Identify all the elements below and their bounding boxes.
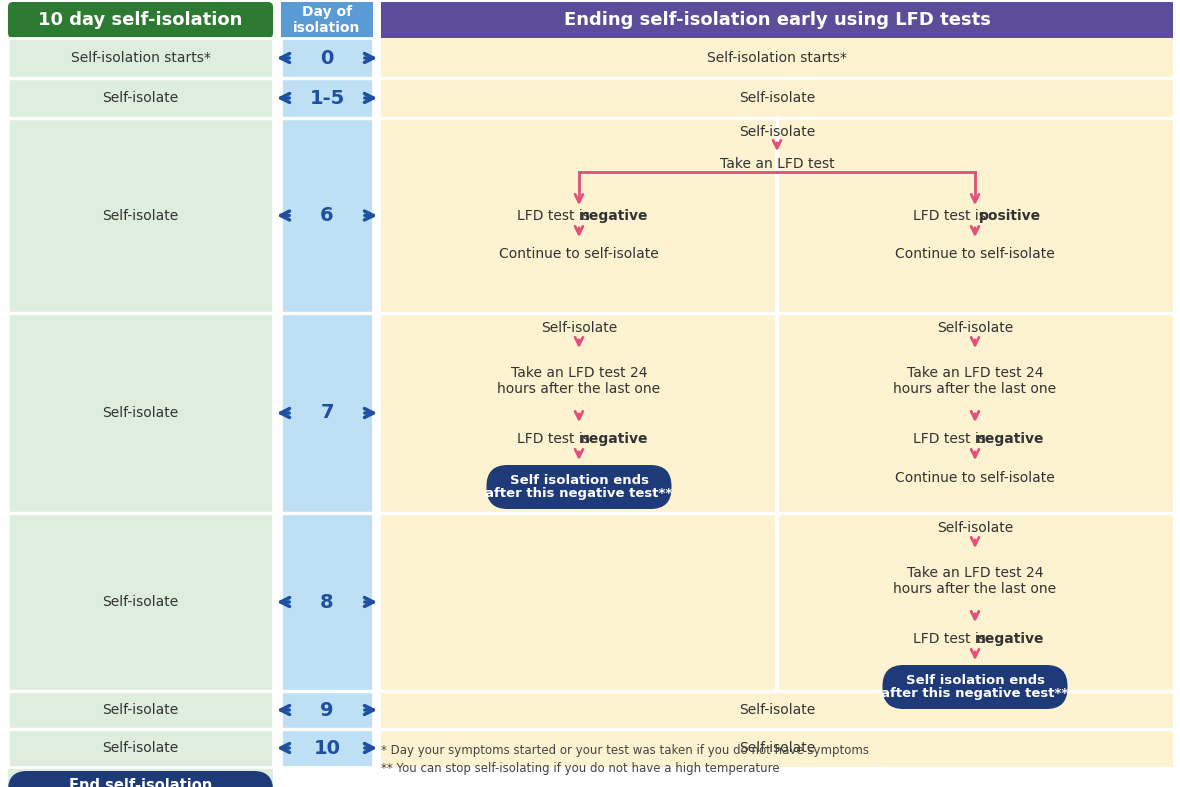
Text: LFD test is: LFD test is: [913, 209, 990, 223]
Text: 0: 0: [320, 49, 334, 68]
Text: after this negative test**: after this negative test**: [485, 486, 673, 500]
Text: LFD test is: LFD test is: [913, 432, 990, 446]
FancyBboxPatch shape: [8, 2, 273, 38]
Text: 10 day self-isolation: 10 day self-isolation: [38, 11, 243, 29]
Text: Ending self-isolation early using LFD tests: Ending self-isolation early using LFD te…: [564, 11, 990, 29]
Bar: [281, 313, 373, 513]
Text: negative: negative: [976, 432, 1044, 446]
Text: negative: negative: [976, 632, 1044, 646]
Bar: [8, 691, 273, 729]
Text: Self-isolate: Self-isolate: [103, 209, 178, 223]
FancyBboxPatch shape: [486, 465, 671, 509]
Text: ** You can stop self-isolating if you do not have a high temperature: ** You can stop self-isolating if you do…: [381, 762, 780, 775]
Text: Take an LFD test: Take an LFD test: [720, 157, 834, 171]
Text: Self-isolate: Self-isolate: [739, 125, 815, 139]
Text: 9: 9: [320, 700, 334, 719]
Bar: [281, 38, 373, 767]
Bar: [281, 78, 373, 118]
Text: 10: 10: [314, 738, 341, 758]
Text: Take an LFD test 24
hours after the last one: Take an LFD test 24 hours after the last…: [893, 566, 1056, 596]
Bar: [281, 729, 373, 767]
Text: Continue to self-isolate: Continue to self-isolate: [499, 247, 658, 261]
Bar: [281, 118, 373, 313]
Text: Self isolation ends: Self isolation ends: [510, 475, 649, 487]
Bar: [8, 313, 273, 513]
Bar: [8, 513, 273, 691]
Text: LFD test is: LFD test is: [913, 632, 990, 646]
Text: 7: 7: [320, 404, 334, 423]
Text: Self-isolate: Self-isolate: [739, 703, 815, 717]
Text: negative: negative: [579, 432, 648, 446]
Text: Self-isolate: Self-isolate: [103, 703, 178, 717]
Text: LFD test is: LFD test is: [517, 432, 595, 446]
Bar: [281, 2, 373, 38]
FancyBboxPatch shape: [8, 771, 273, 787]
Bar: [8, 38, 273, 78]
Text: Self-isolation starts*: Self-isolation starts*: [707, 51, 847, 65]
Text: 6: 6: [320, 206, 334, 225]
Text: End self-isolation: End self-isolation: [68, 778, 212, 787]
Bar: [8, 38, 273, 787]
Text: Self-isolate: Self-isolate: [103, 595, 178, 609]
Text: after this negative test**: after this negative test**: [881, 687, 1069, 700]
Bar: [8, 729, 273, 767]
Text: Self-isolate: Self-isolate: [739, 741, 815, 755]
Text: Self-isolate: Self-isolate: [540, 321, 617, 335]
Text: Self-isolate: Self-isolate: [103, 741, 178, 755]
Text: Self-isolate: Self-isolate: [937, 321, 1014, 335]
FancyBboxPatch shape: [883, 665, 1068, 709]
Text: Self-isolation starts*: Self-isolation starts*: [71, 51, 210, 65]
Text: Self-isolate: Self-isolate: [103, 91, 178, 105]
Text: positive: positive: [978, 209, 1041, 223]
Bar: [8, 78, 273, 118]
Text: LFD test is: LFD test is: [517, 209, 595, 223]
Text: Self-isolate: Self-isolate: [937, 521, 1014, 535]
Text: * Day your symptoms started or your test was taken if you do not have symptoms: * Day your symptoms started or your test…: [381, 744, 868, 757]
Text: 8: 8: [320, 593, 334, 611]
Bar: [281, 513, 373, 691]
Text: Continue to self-isolate: Continue to self-isolate: [896, 471, 1055, 485]
Text: Take an LFD test 24
hours after the last one: Take an LFD test 24 hours after the last…: [893, 366, 1056, 396]
Text: Self-isolate: Self-isolate: [739, 91, 815, 105]
Text: Self isolation ends: Self isolation ends: [905, 674, 1044, 687]
Text: Self-isolate: Self-isolate: [103, 406, 178, 420]
Text: Day of
isolation: Day of isolation: [294, 5, 361, 35]
Bar: [381, 2, 1173, 38]
Bar: [381, 38, 1173, 767]
Bar: [281, 691, 373, 729]
Bar: [281, 38, 373, 78]
Bar: [8, 118, 273, 313]
Text: Take an LFD test 24
hours after the last one: Take an LFD test 24 hours after the last…: [498, 366, 661, 396]
Text: Continue to self-isolate: Continue to self-isolate: [896, 247, 1055, 261]
Text: 1-5: 1-5: [309, 88, 345, 108]
Text: negative: negative: [579, 209, 648, 223]
